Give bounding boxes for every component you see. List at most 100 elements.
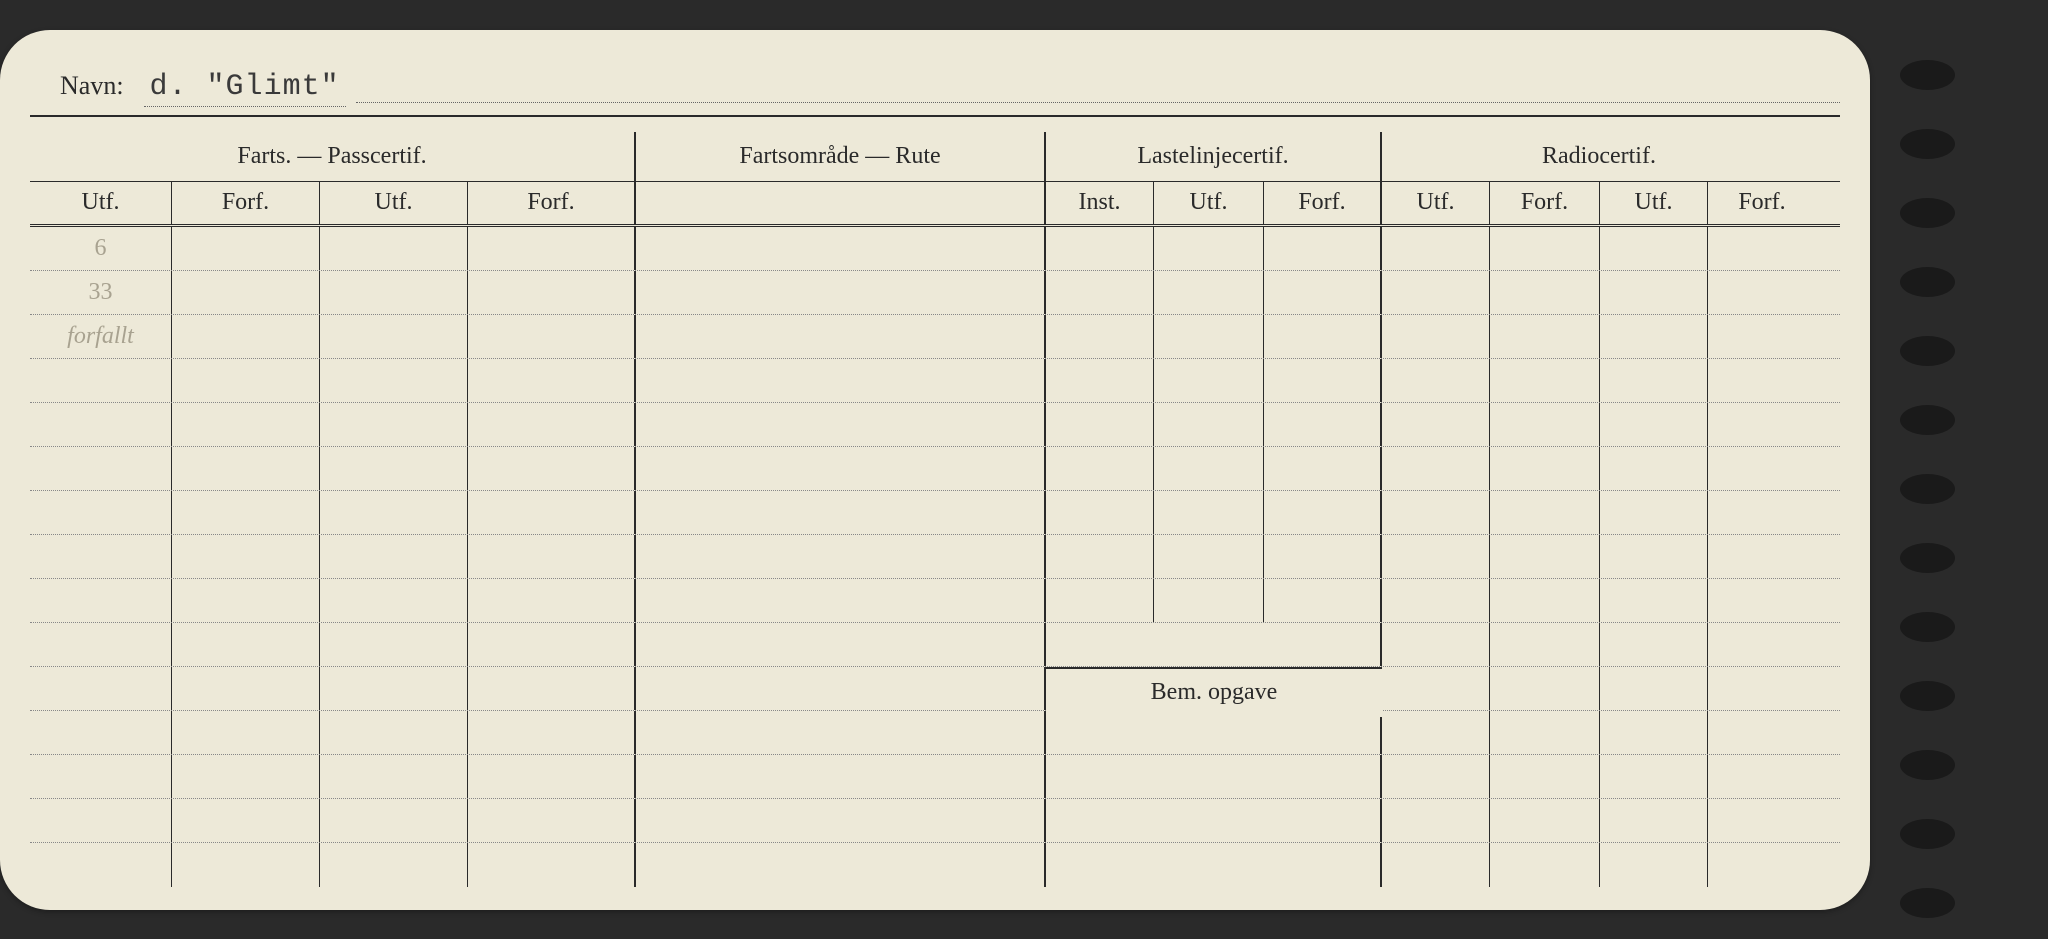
card-wrapper: Navn: d. "Glimt" Farts. — Passcertif. Fa… (0, 0, 2048, 939)
cell (320, 271, 468, 314)
cell (172, 535, 320, 578)
cell (1264, 315, 1382, 358)
cell (1046, 711, 1382, 754)
cell (1600, 799, 1708, 842)
cell (1264, 579, 1382, 622)
cell (172, 711, 320, 754)
cell (1046, 755, 1382, 798)
cell (30, 755, 172, 798)
index-card: Navn: d. "Glimt" Farts. — Passcertif. Fa… (0, 30, 1870, 910)
cell (1600, 711, 1708, 754)
cell (468, 535, 636, 578)
section-fartsomrade-rute: Fartsområde — Rute (636, 132, 1046, 181)
col-utf-1: Utf. (30, 182, 172, 224)
cell (172, 799, 320, 842)
cell (468, 755, 636, 798)
cell (1490, 799, 1600, 842)
cell (636, 667, 1046, 710)
cell (1600, 403, 1708, 446)
cell (1490, 227, 1600, 270)
cell (1046, 843, 1382, 887)
section-farts-passcertif: Farts. — Passcertif. (30, 132, 636, 181)
cell (172, 447, 320, 490)
cell (1154, 579, 1264, 622)
cell (468, 799, 636, 842)
cell (1708, 403, 1816, 446)
col-forf-2: Forf. (468, 182, 636, 224)
table-row (30, 359, 1840, 403)
cell (1264, 491, 1382, 534)
cell (468, 315, 636, 358)
punch-hole-icon (1900, 198, 1955, 228)
table-row (30, 667, 1840, 711)
punch-hole-icon (1900, 888, 1955, 918)
punch-hole-icon (1900, 750, 1955, 780)
cell (1382, 359, 1490, 402)
cell (30, 799, 172, 842)
cell (1382, 271, 1490, 314)
cell (1154, 535, 1264, 578)
cell (468, 227, 636, 270)
cell (1600, 535, 1708, 578)
cell (320, 447, 468, 490)
cell (320, 535, 468, 578)
name-row: Navn: d. "Glimt" (30, 70, 1840, 117)
cell (320, 843, 468, 887)
cell (1046, 359, 1154, 402)
cell (468, 359, 636, 402)
cell (1046, 491, 1154, 534)
cell (172, 227, 320, 270)
cell (320, 579, 468, 622)
name-value: d. "Glimt" (144, 70, 346, 107)
table-row (30, 623, 1840, 667)
cell (636, 623, 1046, 666)
cell (320, 667, 468, 710)
cell (636, 755, 1046, 798)
table-row: 6 (30, 227, 1840, 271)
cell: 33 (30, 271, 172, 314)
cell (1490, 315, 1600, 358)
cell (172, 403, 320, 446)
col-forf-5: Forf. (1708, 182, 1816, 224)
cell (1490, 491, 1600, 534)
cell (1708, 315, 1816, 358)
cell (1154, 315, 1264, 358)
cell (468, 271, 636, 314)
cell (1490, 447, 1600, 490)
cell (320, 755, 468, 798)
cell (468, 623, 636, 666)
table-row (30, 491, 1840, 535)
punch-hole-icon (1900, 60, 1955, 90)
cell (1600, 667, 1708, 710)
cell (1154, 271, 1264, 314)
cell (1490, 623, 1600, 666)
cell (320, 359, 468, 402)
cell (30, 579, 172, 622)
cell (1046, 227, 1154, 270)
punch-hole-icon (1900, 543, 1955, 573)
cell (636, 447, 1046, 490)
cell (1600, 447, 1708, 490)
cell (468, 491, 636, 534)
col-utf-2: Utf. (320, 182, 468, 224)
cell (172, 579, 320, 622)
cell (636, 491, 1046, 534)
col-forf-1: Forf. (172, 182, 320, 224)
cell (30, 711, 172, 754)
punch-hole-icon (1900, 405, 1955, 435)
cell (1382, 447, 1490, 490)
col-inst: Inst. (1046, 182, 1154, 224)
punch-hole-icon (1900, 267, 1955, 297)
cell (1708, 667, 1816, 710)
col-utf-5: Utf. (1600, 182, 1708, 224)
cell (1600, 491, 1708, 534)
cell (468, 447, 636, 490)
cell (1708, 755, 1816, 798)
cell (1382, 711, 1490, 754)
cell (1046, 799, 1382, 842)
cell (1046, 447, 1154, 490)
cell (1490, 667, 1600, 710)
table-row (30, 447, 1840, 491)
cell (1490, 271, 1600, 314)
cell (1046, 271, 1154, 314)
